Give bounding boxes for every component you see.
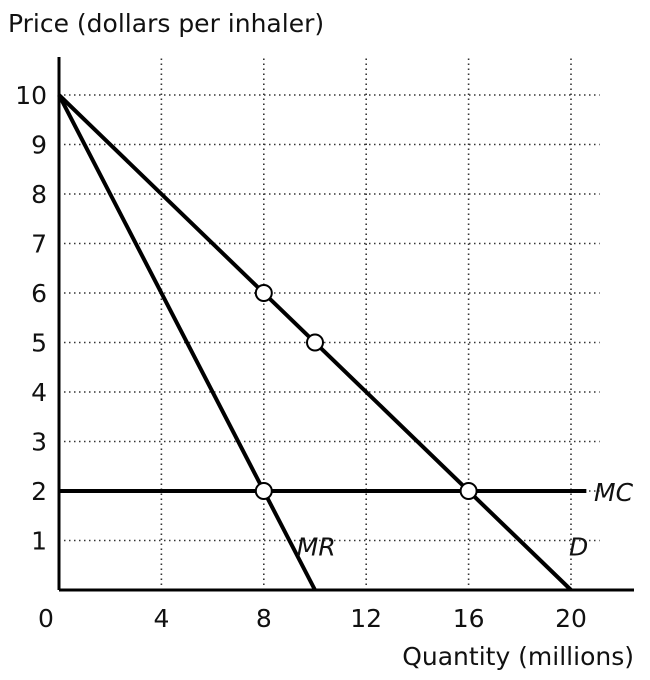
y-tick-label: 1 (31, 527, 47, 556)
y-tick-label: 4 (31, 378, 47, 407)
y-tick-label: 6 (31, 279, 47, 308)
series-label-d: D (569, 532, 588, 561)
x-tick-label: 8 (256, 604, 272, 633)
y-tick-label: 9 (31, 131, 47, 160)
x-tick-label: 0 (38, 604, 54, 633)
y-axis-title: Price (dollars per inhaler) (8, 9, 324, 38)
x-tick-label: 16 (453, 604, 485, 633)
point-marker (306, 333, 324, 352)
grid-lines (59, 57, 600, 590)
series-label-mc: MC (594, 478, 634, 507)
point-marker (459, 482, 478, 500)
y-tick-label: 10 (15, 81, 47, 110)
series-line-mr (57, 94, 317, 591)
x-tick-label: 12 (350, 604, 382, 633)
point-marker (254, 284, 273, 302)
y-tick-label: 8 (31, 180, 47, 209)
y-tick-label: 2 (31, 477, 47, 506)
y-tick-label: 3 (31, 428, 47, 457)
x-tick-label: 20 (555, 604, 587, 633)
point-markers (254, 284, 478, 500)
y-tick-label: 7 (31, 230, 47, 259)
axes (57, 57, 634, 592)
point-marker (254, 482, 273, 500)
y-tick-label: 5 (31, 329, 47, 358)
x-axis-title: Quantity (millions) (402, 642, 634, 671)
series-label-mr: MR (297, 532, 336, 561)
curves: D MR MC (57, 93, 634, 592)
x-tick-label: 4 (153, 604, 169, 633)
